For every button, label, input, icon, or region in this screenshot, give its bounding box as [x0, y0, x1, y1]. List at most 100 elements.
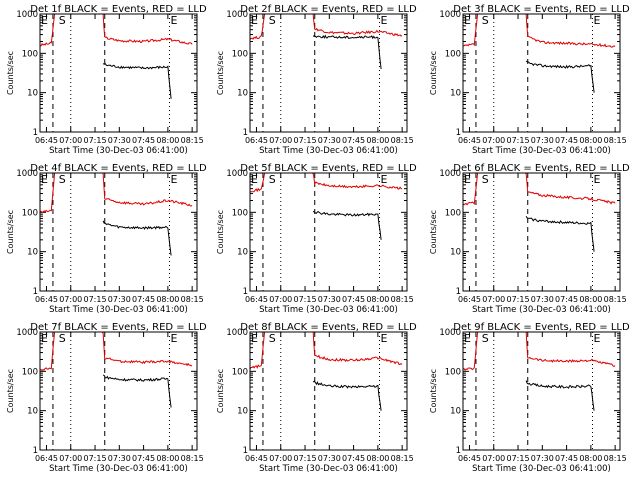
x-tick-label: 08:15: [181, 295, 204, 304]
series-black-line: [102, 63, 172, 99]
x-tick-label: 07:00: [59, 136, 82, 145]
chart-title: Det 6f BLACK = Events, RED = LLD: [453, 163, 630, 174]
y-tick-label: 1: [243, 287, 248, 297]
x-tick-label: 06:45: [245, 136, 268, 145]
x-axis-label: Start Time (30-Dec-03 06:41:00): [49, 146, 188, 156]
plot-frame: [39, 331, 198, 451]
marker-label: S: [59, 14, 66, 27]
y-axis-label: Counts/sec: [429, 51, 438, 95]
series-red-line: [40, 14, 193, 47]
x-tick-label: 07:30: [318, 136, 341, 145]
x-tick-label: 07:00: [269, 136, 292, 145]
x-tick-label: 07:30: [108, 454, 131, 463]
y-tick-label: 1: [33, 128, 38, 138]
x-tick-label: 07:30: [108, 295, 131, 304]
marker-label: E: [464, 332, 471, 345]
x-tick-label: 07:45: [555, 295, 578, 304]
chart-title: Det 9f BLACK = Events, RED = LLD: [453, 322, 630, 333]
chart-panel-2: Det 2f BLACK = Events, RED = LLD Counts/s…: [216, 4, 417, 156]
y-tick-label: 100: [232, 49, 248, 59]
y-axis-label: Counts/sec: [216, 51, 225, 95]
y-tick-label: 1: [456, 287, 461, 297]
x-tick-label: 08:00: [156, 136, 179, 145]
marker-label: E: [41, 173, 48, 186]
series-black-line: [312, 380, 382, 411]
y-tick-label: 100: [445, 49, 461, 59]
y-tick-label: 100: [22, 49, 38, 59]
chart-title: Det 7f BLACK = Events, RED = LLD: [30, 322, 207, 333]
series-red-line: [40, 173, 193, 214]
chart-title: Det 1f BLACK = Events, RED = LLD: [30, 4, 207, 15]
y-tick-label: 10: [450, 248, 461, 258]
x-tick-label: 07:30: [108, 136, 131, 145]
chart-panel-7: Det 7f BLACK = Events, RED = LLD Counts/s…: [6, 322, 207, 474]
x-tick-label: 07:00: [269, 454, 292, 463]
x-tick-label: 07:00: [59, 295, 82, 304]
y-tick-label: 100: [22, 208, 38, 218]
x-tick-label: 07:15: [506, 454, 529, 463]
series-red-line: [463, 332, 616, 372]
x-axis-label: Start Time (30-Dec-03 06:41:00): [49, 305, 188, 315]
x-tick-label: 08:15: [391, 454, 414, 463]
plot-frame: [249, 13, 408, 133]
x-tick-label: 08:00: [366, 295, 389, 304]
plot-frame: [249, 172, 408, 292]
x-tick-label: 07:30: [318, 295, 341, 304]
x-tick-label: 08:15: [391, 136, 414, 145]
x-tick-label: 07:15: [293, 136, 316, 145]
x-tick-label: 07:00: [482, 136, 505, 145]
x-tick-label: 06:45: [245, 454, 268, 463]
x-tick-label: 07:00: [482, 454, 505, 463]
x-tick-label: 08:00: [579, 454, 602, 463]
chart-panel-5: Det 5f BLACK = Events, RED = LLD Counts/s…: [216, 163, 417, 315]
marker-label: E: [251, 332, 258, 345]
chart-panel-6: Det 6f BLACK = Events, RED = LLD Counts/s…: [429, 163, 630, 315]
x-tick-label: 08:00: [366, 454, 389, 463]
y-tick-label: 100: [22, 367, 38, 377]
plot-frame: [249, 331, 408, 451]
x-tick-label: 08:00: [156, 295, 179, 304]
x-tick-label: 06:45: [35, 136, 58, 145]
y-tick-label: 100: [232, 208, 248, 218]
marker-label: E: [380, 173, 387, 186]
marker-label: E: [380, 332, 387, 345]
marker-label: E: [593, 173, 600, 186]
x-tick-label: 07:45: [342, 295, 365, 304]
x-tick-label: 06:45: [458, 454, 481, 463]
series-red-line: [463, 14, 616, 48]
y-tick-label: 10: [27, 407, 38, 417]
y-tick-label: 1: [243, 446, 248, 456]
x-axis-label: Start Time (30-Dec-03 06:41:00): [259, 305, 398, 315]
marker-label: S: [59, 332, 66, 345]
x-tick-label: 07:45: [342, 136, 365, 145]
chart-panel-9: Det 9f BLACK = Events, RED = LLD Counts/s…: [429, 322, 630, 474]
marker-label: E: [464, 14, 471, 27]
y-tick-label: 1000: [439, 169, 461, 179]
marker-label: E: [41, 14, 48, 27]
x-tick-label: 07:45: [555, 454, 578, 463]
y-tick-label: 10: [27, 89, 38, 99]
chart-title: Det 2f BLACK = Events, RED = LLD: [240, 4, 417, 15]
marker-label: S: [269, 14, 276, 27]
y-tick-label: 10: [237, 248, 248, 258]
marker-label: S: [482, 14, 489, 27]
marker-label: S: [482, 332, 489, 345]
plot-frame: [39, 172, 198, 292]
x-axis-label: Start Time (30-Dec-03 06:41:00): [259, 464, 398, 474]
x-tick-label: 07:15: [506, 295, 529, 304]
series-black-line: [102, 220, 172, 256]
marker-label: S: [269, 332, 276, 345]
chart-title: Det 4f BLACK = Events, RED = LLD: [30, 163, 207, 174]
y-tick-label: 1000: [16, 328, 38, 338]
marker-label: E: [170, 14, 177, 27]
y-axis-label: Counts/sec: [216, 369, 225, 413]
x-tick-label: 06:45: [35, 454, 58, 463]
x-axis-label: Start Time (30-Dec-03 06:41:00): [472, 305, 611, 315]
y-tick-label: 100: [445, 367, 461, 377]
x-tick-label: 07:15: [83, 136, 106, 145]
x-tick-label: 08:00: [579, 136, 602, 145]
x-tick-label: 07:45: [132, 454, 155, 463]
y-tick-label: 1000: [16, 169, 38, 179]
y-axis-label: Counts/sec: [429, 210, 438, 254]
x-tick-label: 07:30: [318, 454, 341, 463]
